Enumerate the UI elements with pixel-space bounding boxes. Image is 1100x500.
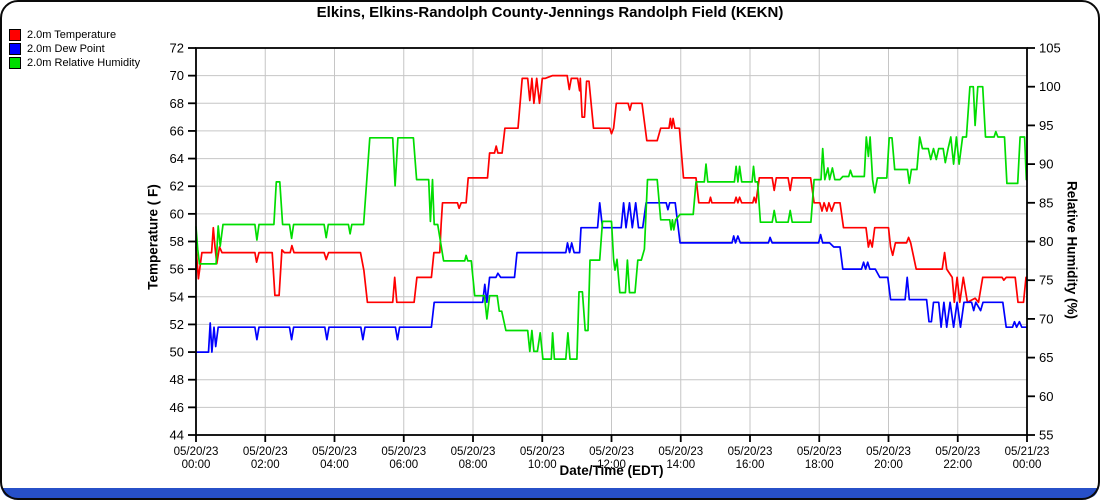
x-tick-label-date: 05/21/23 (1005, 446, 1050, 458)
y-left-tick-label: 64 (170, 151, 184, 166)
y-right-axis-title: Relative Humidity (%) (1064, 180, 1080, 320)
x-tick-label-time: 18:00 (805, 459, 834, 471)
x-tick-label-time: 22:00 (943, 459, 972, 471)
x-tick-label-time: 02:00 (251, 459, 280, 471)
x-tick-label-date: 05/20/23 (935, 446, 980, 458)
x-tick-label-time: 12:00 (597, 459, 626, 471)
legend-label-temperature: 2.0m Temperature (27, 29, 117, 41)
y-left-tick-label: 72 (170, 41, 184, 56)
y-left-tick-label: 46 (170, 400, 184, 415)
legend-item-relative-humidity: 2.0m Relative Humidity (9, 56, 140, 70)
legend-item-dew-point: 2.0m Dew Point (9, 42, 140, 56)
series--m-dew-point (195, 201, 1027, 353)
x-tick-label-date: 05/20/23 (658, 446, 703, 458)
y-left-tick-label: 50 (170, 345, 184, 360)
y-right-tick-label: 55 (1039, 428, 1053, 443)
y-right-tick-label: 105 (1039, 41, 1061, 56)
relative-humidity-swatch-icon (9, 57, 21, 69)
series--m-temperature (195, 74, 1027, 304)
y-right-tick-label: 65 (1039, 350, 1053, 365)
x-tick-label-date: 05/20/23 (520, 446, 565, 458)
x-tick-label-date: 05/20/23 (312, 446, 357, 458)
x-tick-label-date: 05/20/23 (243, 446, 288, 458)
x-tick-label-time: 20:00 (874, 459, 903, 471)
x-tick-label-time: 10:00 (528, 459, 557, 471)
y-left-tick-label: 68 (170, 96, 184, 111)
y-right-tick-label: 85 (1039, 195, 1053, 210)
y-left-tick-label: 56 (170, 262, 184, 277)
series--m-relative-humidity (195, 85, 1028, 360)
x-tick-label-date: 05/20/23 (451, 446, 496, 458)
legend-label-relative-humidity: 2.0m Relative Humidity (27, 57, 141, 69)
y-left-tick-label: 44 (170, 428, 184, 443)
x-tick-label-date: 05/20/23 (797, 446, 842, 458)
x-axis-title: Date/Time (EDT) (559, 463, 664, 478)
x-tick-label-time: 08:00 (459, 459, 488, 471)
chart-title: Elkins, Elkins-Randolph County-Jennings … (316, 4, 784, 21)
y-right-tick-label: 95 (1039, 118, 1053, 133)
legend: 2.0m Temperature 2.0m Dew Point 2.0m Rel… (9, 28, 140, 70)
y-right-tick-label: 75 (1039, 273, 1053, 288)
y-right-tick-label: 90 (1039, 157, 1053, 172)
y-left-tick-label: 58 (170, 234, 184, 249)
y-left-tick-label: 60 (170, 206, 184, 221)
y-right-tick-label: 100 (1039, 79, 1061, 94)
y-right-tick-label: 60 (1039, 389, 1053, 404)
x-tick-label-date: 05/20/23 (589, 446, 634, 458)
x-tick-label-date: 05/20/23 (728, 446, 773, 458)
x-tick-label-time: 06:00 (389, 459, 418, 471)
legend-item-temperature: 2.0m Temperature (9, 28, 140, 42)
y-left-tick-label: 70 (170, 68, 184, 83)
y-left-tick-label: 54 (170, 289, 184, 304)
y-left-tick-label: 62 (170, 179, 184, 194)
temperature-swatch-icon (9, 29, 21, 41)
y-left-tick-label: 48 (170, 372, 184, 387)
y-right-tick-label: 80 (1039, 234, 1053, 249)
x-tick-label-time: 14:00 (666, 459, 695, 471)
x-tick-label-time: 16:00 (736, 459, 765, 471)
x-tick-label-time: 04:00 (320, 459, 349, 471)
x-tick-label-time: 00:00 (182, 459, 211, 471)
window-bottom-strip (2, 488, 1098, 498)
y-right-tick-label: 70 (1039, 311, 1053, 326)
dew-point-swatch-icon (9, 43, 21, 55)
x-tick-label-date: 05/20/23 (866, 446, 911, 458)
legend-label-dew-point: 2.0m Dew Point (27, 43, 105, 55)
y-left-axis-title: Temperature ( F) (145, 184, 161, 290)
y-left-tick-label: 66 (170, 123, 184, 138)
x-tick-label-time: 00:00 (1013, 459, 1042, 471)
x-tick-label-date: 05/20/23 (174, 446, 219, 458)
x-tick-label-date: 05/20/23 (381, 446, 426, 458)
y-left-tick-label: 52 (170, 317, 184, 332)
